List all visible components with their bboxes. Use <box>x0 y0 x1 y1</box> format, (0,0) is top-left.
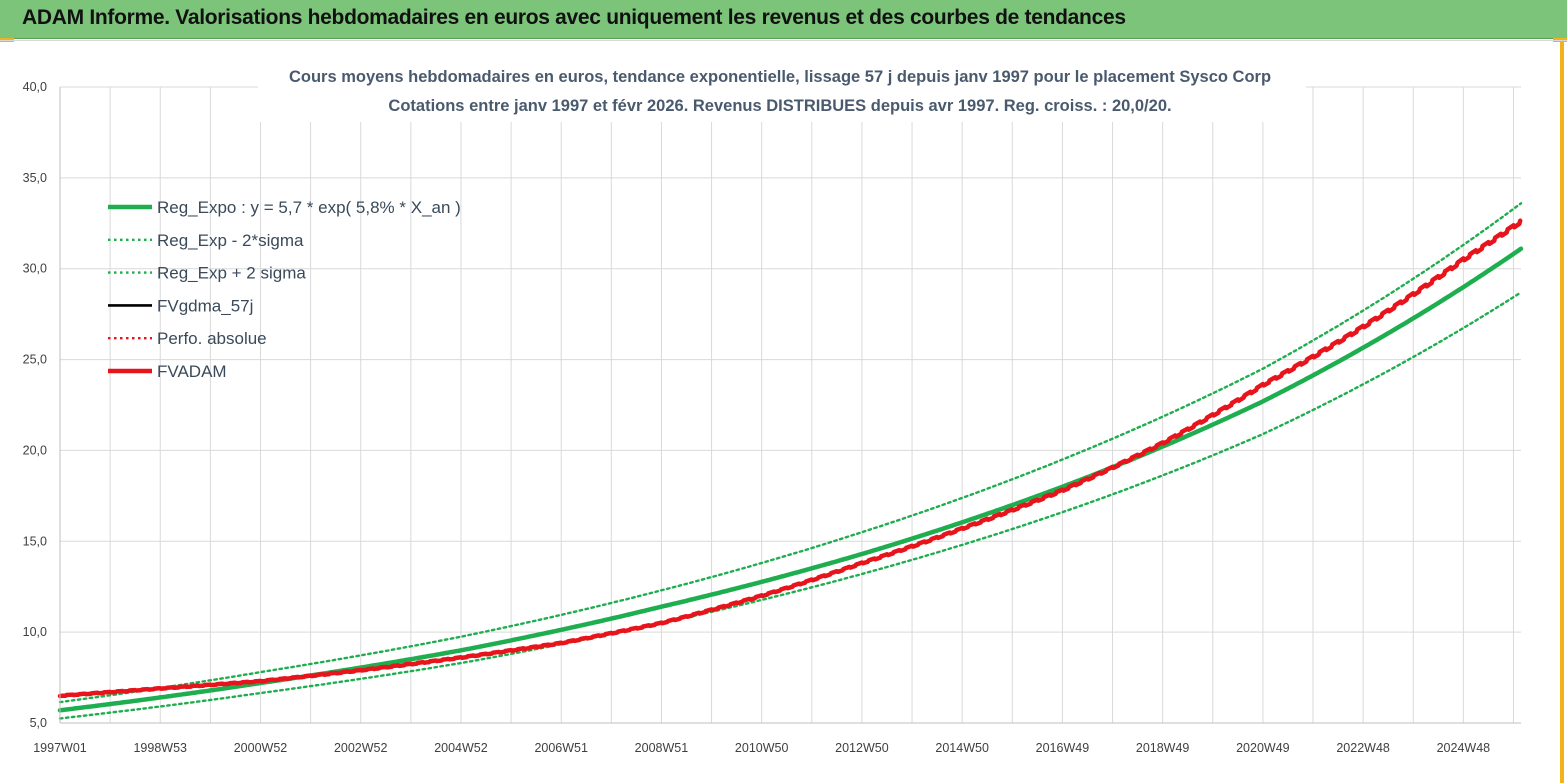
x-tick-label: 2002W52 <box>334 741 388 755</box>
corner-accent-right-edge <box>1560 42 1564 783</box>
axis-layer: 5,0 10,0 15,0 20,0 25,0 30,0 35,0 40,0 1997W01 19… <box>23 80 1521 755</box>
x-tick-label: 2020W49 <box>1236 741 1290 755</box>
series-layer <box>57 202 1524 720</box>
series-line-reg-expo-y-5-7-exp-5-8-x-an <box>57 246 1524 713</box>
x-tick-label: 2024W48 <box>1437 741 1491 755</box>
y-tick-label: 25,0 <box>23 353 47 367</box>
x-tick-label: 2022W48 <box>1336 741 1390 755</box>
series-line-fvadam <box>57 218 1523 699</box>
x-tick-label: 2014W50 <box>935 741 989 755</box>
y-tick-label: 15,0 <box>23 534 47 548</box>
x-tick-label: 2016W49 <box>1036 741 1090 755</box>
legend-label-reg-expo-y-5-7-exp-5-8-x-an: Reg_Expo : y = 5,7 * exp( 5,8% * X_an ) <box>157 198 461 217</box>
legend-label-reg-exp-2-sigma: Reg_Exp + 2 sigma <box>157 264 306 283</box>
legend-label-perfo-absolue: Perfo. absolue <box>157 329 267 348</box>
series-line-reg-exp-2-sigma <box>58 202 1523 704</box>
y-tick-label: 35,0 <box>23 171 47 185</box>
chart-area: 5,0 10,0 15,0 20,0 25,0 30,0 35,0 40,0 1997W01 19… <box>0 40 1567 784</box>
x-tick-label: 2012W50 <box>835 741 889 755</box>
x-tick-label: 1998W53 <box>133 741 187 755</box>
x-tick-label: 2008W51 <box>635 741 689 755</box>
chart-title-line-1: Cours moyens hebdomadaires en euros, ten… <box>289 68 1271 86</box>
chart-title-line-2: Cotations entre janv 1997 et févr 2026. … <box>388 97 1171 115</box>
y-tick-label: 10,0 <box>23 625 47 639</box>
x-tick-label: 2006W51 <box>534 741 588 755</box>
x-tick-label: 2018W49 <box>1136 741 1190 755</box>
y-tick-label: 20,0 <box>23 443 47 457</box>
x-tick-label: 1997W01 <box>33 741 87 755</box>
trend-chart: 5,0 10,0 15,0 20,0 25,0 30,0 35,0 40,0 1997W01 19… <box>23 62 1524 755</box>
x-tick-label: 2010W50 <box>735 741 789 755</box>
y-tick-label: 30,0 <box>23 262 47 276</box>
report-title: ADAM Informe. Valorisations hebdomadaire… <box>22 6 1126 29</box>
legend: Reg_Expo : y = 5,7 * exp( 5,8% * X_an ) R… <box>108 198 461 381</box>
legend-label-fvgdma-57j: FVgdma_57j <box>157 296 253 315</box>
y-tick-label: 5,0 <box>30 716 47 730</box>
x-tick-label: 2004W52 <box>434 741 488 755</box>
legend-label-reg-exp-2-sigma: Reg_Exp - 2*sigma <box>157 231 304 250</box>
y-tick-label: 40,0 <box>23 80 47 94</box>
series-line-reg-exp-2-sigma <box>58 291 1523 720</box>
legend-label-fvadam: FVADAM <box>157 362 227 381</box>
grid-layer <box>59 86 1521 724</box>
title-backdrop <box>258 62 1306 122</box>
report-banner: ADAM Informe. Valorisations hebdomadaire… <box>0 0 1567 39</box>
x-tick-label: 2000W52 <box>234 741 288 755</box>
series-line-fvgdma-57j <box>59 220 1522 697</box>
